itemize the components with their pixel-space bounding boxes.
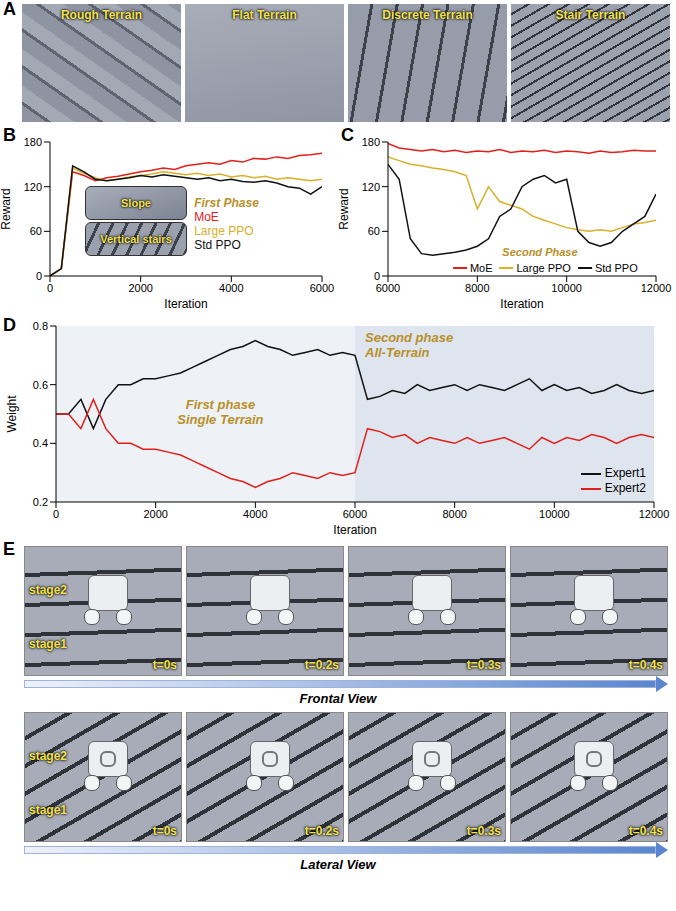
svg-text:120: 120 <box>362 181 380 193</box>
svg-text:Weight: Weight <box>5 395 19 433</box>
svg-text:Iteration: Iteration <box>500 297 543 311</box>
html-text:MoE: MoE <box>469 262 493 274</box>
svg-text:8000: 8000 <box>442 508 466 520</box>
svg-text:Second phaseAll-Terrain: Second phaseAll-Terrain <box>364 330 453 360</box>
html-text:Discrete Terrain: Discrete Terrain <box>382 8 473 22</box>
svg-text:180: 180 <box>362 136 380 148</box>
svg-text:4000: 4000 <box>243 508 267 520</box>
html-text:stage1: stage1 <box>29 637 67 651</box>
svg-text:0.4: 0.4 <box>33 437 48 449</box>
svg-text:8000: 8000 <box>465 282 489 294</box>
svg-text:12000: 12000 <box>641 282 672 294</box>
html-text:Stair Terrain: Stair Terrain <box>555 8 626 22</box>
svg-text:0.8: 0.8 <box>33 320 48 332</box>
svg-text:60: 60 <box>30 225 42 237</box>
html-text:Slope: Slope <box>121 197 151 209</box>
svg-text:2000: 2000 <box>128 282 152 294</box>
html-text:Std PPO: Std PPO <box>594 262 638 274</box>
svg-text:12000: 12000 <box>639 508 670 520</box>
svg-text:0: 0 <box>374 270 380 282</box>
html-text:t=0.2s: t=0.2s <box>304 824 339 838</box>
html-text:Lateral View: Lateral View <box>300 857 376 872</box>
svg-text:6000: 6000 <box>310 282 334 294</box>
html-text:t=0s: t=0s <box>152 824 177 838</box>
svg-text:0: 0 <box>53 508 59 520</box>
svg-text:10000: 10000 <box>551 282 582 294</box>
svg-text:180: 180 <box>24 136 42 148</box>
html-text:Rough Terrain: Rough Terrain <box>60 8 143 22</box>
html-text:D: D <box>3 315 16 335</box>
svg-text:120: 120 <box>24 181 42 193</box>
html-text:t=0.3s: t=0.3s <box>466 824 501 838</box>
html-text:t=0.4s: t=0.4s <box>628 824 663 838</box>
html-text:Second Phase: Second Phase <box>502 246 578 258</box>
html-text:B: B <box>3 125 16 145</box>
svg-text:0: 0 <box>47 282 53 294</box>
html-text:Large PPO: Large PPO <box>194 223 254 238</box>
svg-text:60: 60 <box>368 225 380 237</box>
html-text:t=0.3s: t=0.3s <box>466 658 501 672</box>
html-text:Large PPO: Large PPO <box>516 262 571 274</box>
html-text:stage2: stage2 <box>29 583 67 597</box>
html-text:A: A <box>3 0 16 19</box>
svg-text:Iteration: Iteration <box>164 297 207 311</box>
html-text:E: E <box>3 539 15 559</box>
html-text:t=0.4s: t=0.4s <box>628 658 663 672</box>
svg-text:4000: 4000 <box>219 282 243 294</box>
html-text:t=0.2s: t=0.2s <box>304 658 339 672</box>
svg-text:Reward: Reward <box>0 188 13 229</box>
html-text:Expert1: Expert1 <box>604 466 646 480</box>
html-text:Expert2: Expert2 <box>604 481 646 495</box>
html-text:Std PPO: Std PPO <box>194 237 241 252</box>
svg-text:0.2: 0.2 <box>33 496 48 508</box>
svg-text:6000: 6000 <box>376 282 400 294</box>
svg-text:First phaseSingle Terrain: First phaseSingle Terrain <box>177 397 263 427</box>
html-text:Flat Terrain: Flat Terrain <box>232 8 297 22</box>
html-text:stage1: stage1 <box>29 803 67 817</box>
svg-text:Iteration: Iteration <box>333 523 376 537</box>
svg-text:Reward: Reward <box>338 188 351 229</box>
html-text:stage2: stage2 <box>29 749 67 763</box>
svg-text:0.6: 0.6 <box>33 379 48 391</box>
svg-text:6000: 6000 <box>343 508 367 520</box>
svg-text:0: 0 <box>36 270 42 282</box>
svg-text:10000: 10000 <box>539 508 570 520</box>
html-text:Vertical stairs: Vertical stairs <box>100 233 172 245</box>
html-text:Frontal View: Frontal View <box>299 691 377 706</box>
html-text:C: C <box>341 125 354 145</box>
html-text:MoE: MoE <box>194 209 219 224</box>
html-text:First Phase: First Phase <box>194 195 259 210</box>
html-text:t=0s: t=0s <box>152 658 177 672</box>
svg-text:2000: 2000 <box>143 508 167 520</box>
